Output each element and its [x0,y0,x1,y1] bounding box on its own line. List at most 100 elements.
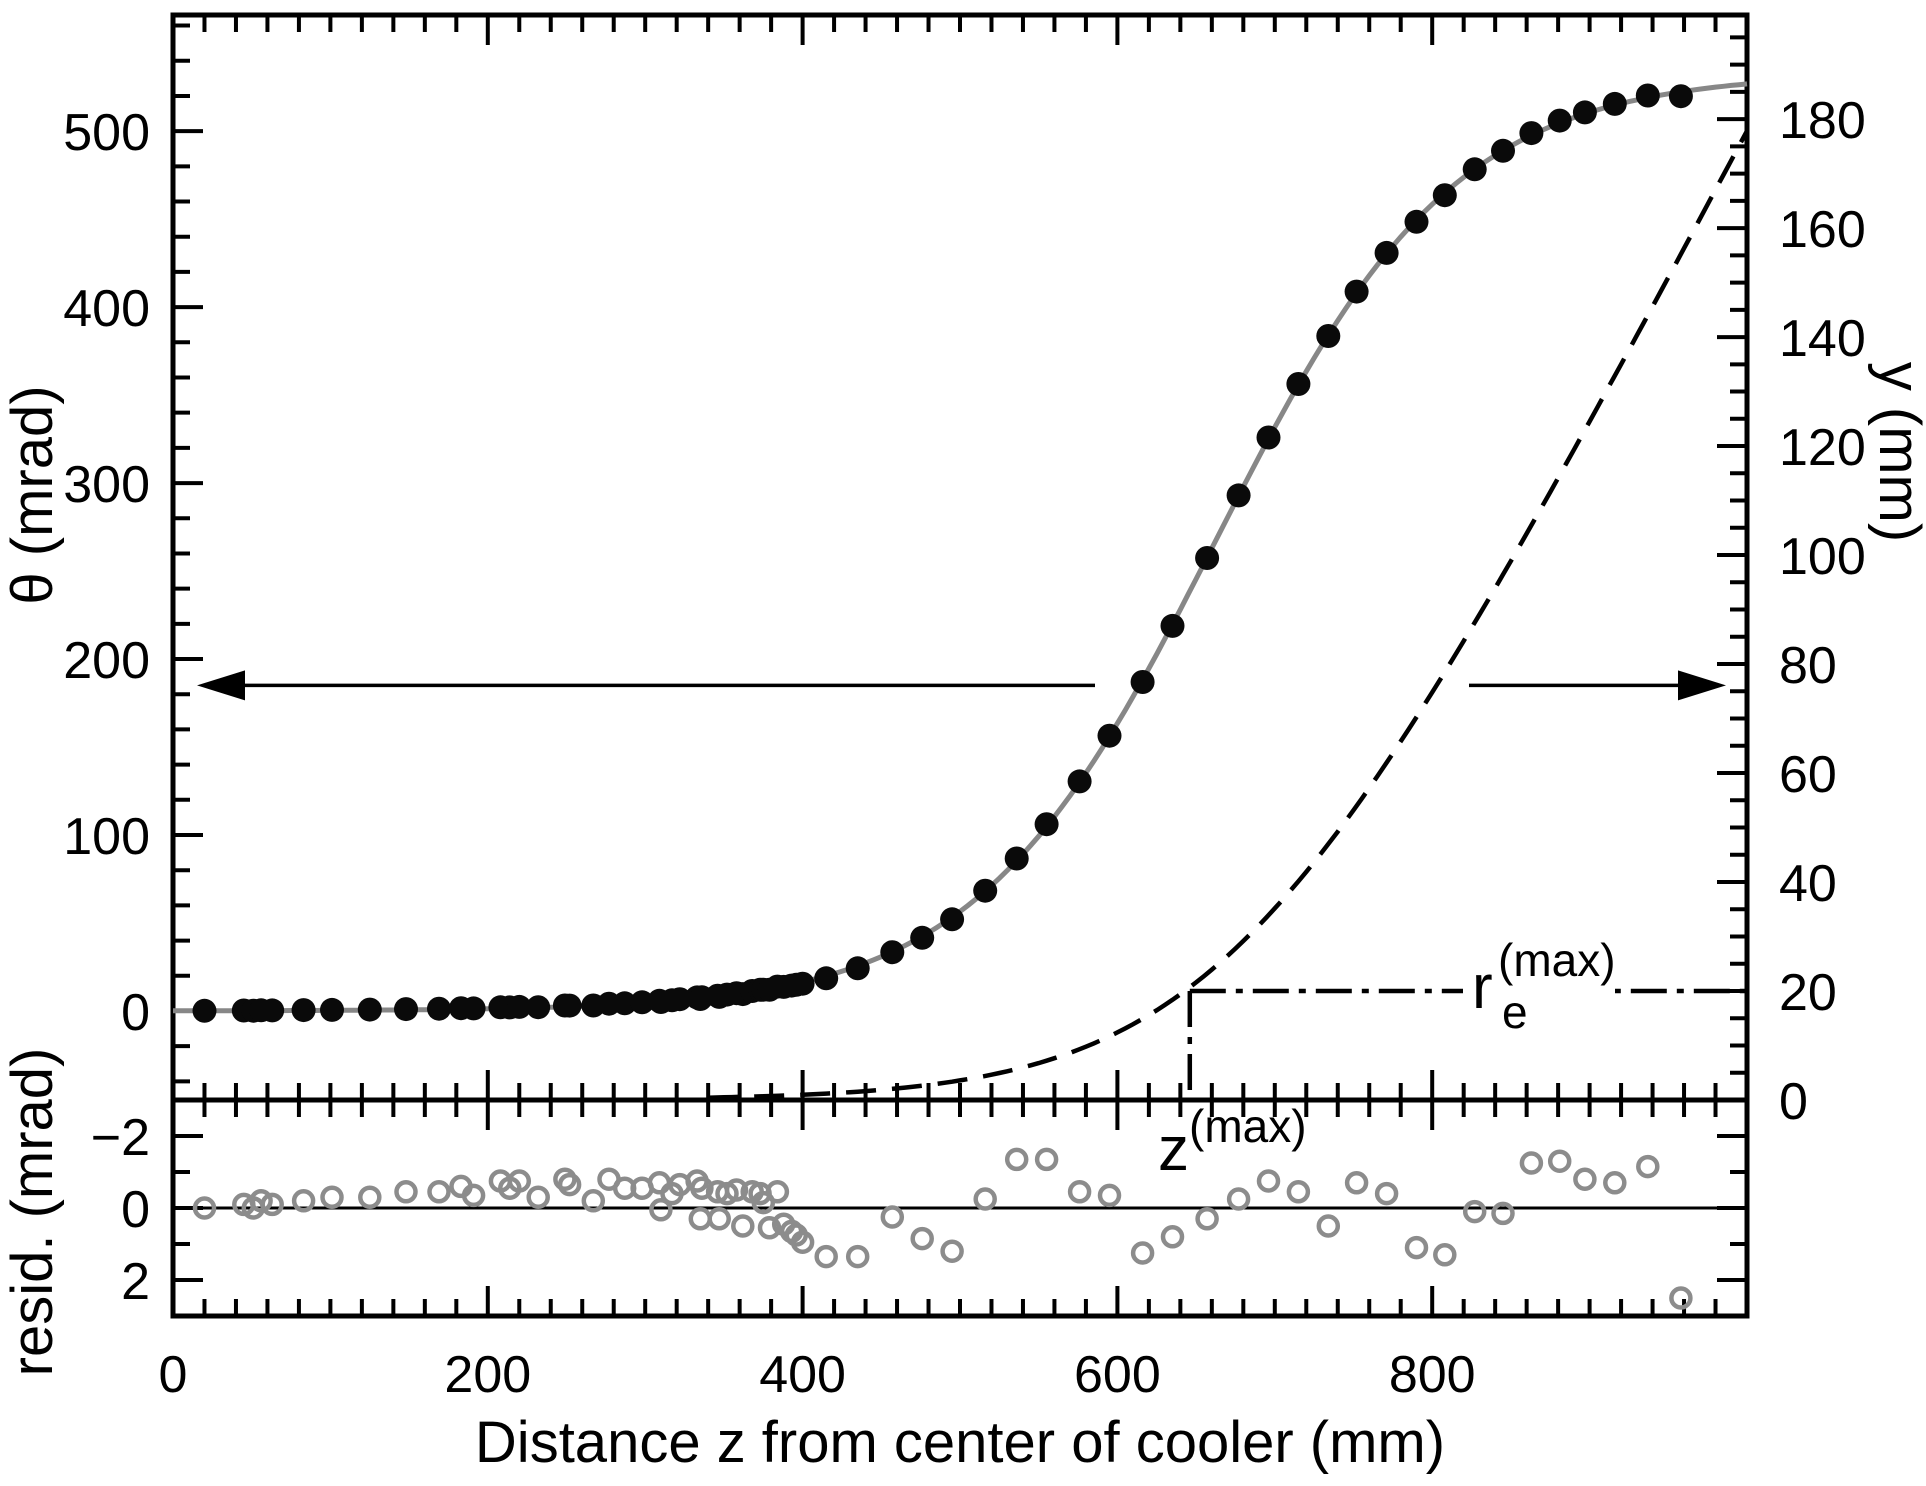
theta-data-dot [630,990,655,1015]
theta-data-dot [260,998,285,1023]
x-tick-label: 200 [444,1346,531,1404]
theta-data-dot [320,997,344,1022]
theta-data-dot [461,996,486,1021]
theta-data-dot [667,987,692,1012]
displacement-dashed-curve [708,129,1749,1100]
theta-data-dot [1491,138,1515,163]
theta-data-dot [845,956,870,981]
residual-data-circle [724,1178,749,1202]
x-tick-label: 400 [759,1346,846,1404]
ymm-tick-label: 80 [1779,637,1837,695]
x-tick-label: 0 [159,1346,188,1404]
ymm-tick-label: 40 [1779,855,1837,913]
residual-data-circle [507,1169,532,1193]
residual-data-circle [814,1244,838,1269]
residual-data-circle [765,1180,790,1204]
residual-data-circle [1344,1171,1369,1195]
theta-axis-title: θ (mrad) [0,385,65,604]
y-axis-title: y (mm) [1867,362,1926,542]
residual-data-circle [291,1189,316,1213]
residual-data-circle [1097,1183,1122,1208]
residual-data-circle [320,1185,344,1209]
theta-tick-label: 0 [121,984,150,1042]
theta-data-dot [1668,84,1693,109]
theta-data-dot [557,993,582,1018]
residual-data-circle [1519,1151,1544,1175]
theta-data-dot [1344,279,1369,304]
theta-data-dot [790,971,815,996]
theta-tick-label: 300 [63,456,150,514]
residual-data-circle [1603,1171,1627,1195]
residual-data-circle [1316,1214,1341,1238]
theta-tick-label: 100 [63,808,150,866]
residual-data-circle [526,1185,550,1209]
theta-data-dot [1602,91,1627,116]
residual-data-circle [973,1187,997,1211]
residual-data-circle [1547,1149,1572,1173]
theta-tick-label: 200 [63,632,150,690]
residual-data-circle [1636,1154,1660,1179]
residual-data-circle [845,1244,870,1269]
theta-data-dot [910,925,935,950]
theta-data-dot [192,998,217,1023]
resid-tick-label: 2 [121,1253,150,1311]
theta-data-dot [507,994,532,1019]
re-max-superscript: (max) [1498,934,1616,986]
ymm-tick-label: 120 [1779,419,1866,477]
z-max-superscript: (max) [1189,1100,1307,1152]
theta-data-dot [427,996,451,1021]
ymm-tick-label: 60 [1779,746,1837,804]
theta-data-dot [291,998,316,1023]
residual-data-circle [1573,1167,1597,1191]
residual-data-circle [192,1196,217,1220]
residual-data-circle [910,1226,934,1251]
x-axis-title: Distance z from center of cooler (mm) [475,1410,1445,1475]
residual-data-circle [880,1205,905,1229]
theta-data-dot [1404,209,1429,234]
arrowhead-right [1678,670,1726,701]
residual-data-circle [1226,1187,1251,1211]
residual-data-circle [1195,1207,1219,1231]
plot-layers: 0 200 400 600 800010020030040050002040608010… [63,12,1866,1404]
ymm-tick-label: 180 [1779,92,1866,150]
residual-data-circle [557,1172,582,1197]
theta-data-dot [526,995,551,1020]
z-max-label: z(max) [1158,1100,1307,1184]
residual-data-circle [790,1230,815,1254]
residual-data-circle [1669,1286,1693,1310]
theta-data-dot [1316,324,1341,348]
x-tick-label: 800 [1389,1346,1476,1404]
residual-data-circle [1462,1199,1487,1224]
theta-data-dot [973,878,998,903]
residual-data-circle [581,1189,606,1213]
residual-data-circle [707,1207,731,1231]
resid-tick-label: 0 [121,1181,150,1239]
theta-data-dot [1432,183,1457,208]
theta-data-dot [1130,670,1155,694]
theta-data-dot [1547,108,1572,133]
residual-data-circle [1004,1147,1029,1172]
theta-data-dot [1034,812,1059,837]
residual-data-circle [1256,1169,1281,1193]
theta-data-dot [1195,546,1220,570]
theta-data-dot [1519,121,1544,146]
ymm-tick-label: 100 [1779,528,1866,586]
residual-data-circle [1433,1243,1457,1267]
residual-data-circle [940,1239,964,1263]
residual-data-points [192,1147,1693,1310]
theta-data-dot [1635,83,1660,108]
residual-data-circle [358,1185,382,1209]
fit-curve [173,81,1748,1014]
residual-data-circle [1404,1235,1429,1260]
residual-data-circle [394,1180,418,1204]
resid-tick-label: −2 [91,1109,150,1167]
re-max-base: r [1472,953,1493,1022]
theta-data-dot [1256,425,1281,450]
residual-data-circle [249,1189,273,1213]
theta-data-dot [814,966,839,991]
re-max-label-backdrop [1463,944,1615,1034]
residual-data-circle [1130,1241,1155,1265]
residual-data-circle [553,1167,577,1191]
